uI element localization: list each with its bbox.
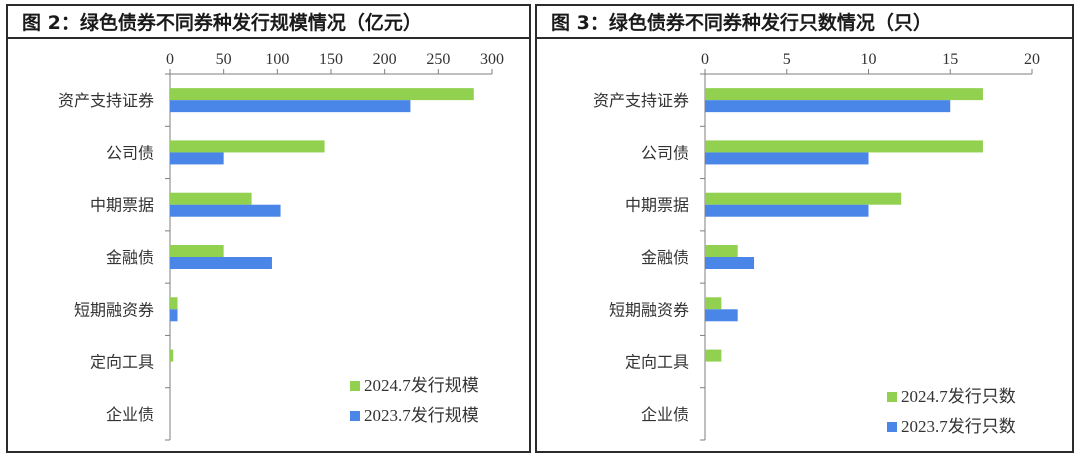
bar-2024	[705, 140, 983, 153]
bar-2024	[170, 140, 325, 153]
category-label: 短期融资券	[74, 300, 154, 319]
category-label: 金融债	[641, 248, 689, 267]
category-label: 金融债	[106, 248, 154, 267]
bar-2023	[705, 152, 869, 165]
bar-2023	[170, 152, 224, 165]
x-tick-label: 0	[166, 51, 174, 68]
bar-2023	[170, 100, 411, 113]
bar-2024	[705, 88, 983, 101]
bar-2024	[170, 88, 474, 101]
x-tick-label: 10	[861, 51, 877, 68]
legend-label: 2024.7发行只数	[901, 387, 1016, 406]
chart-panel-scale: 图 2：绿色债券不同券种发行规模情况（亿元） 0 50 100 150 200 250 30…	[6, 4, 531, 453]
bar-2023	[705, 204, 869, 217]
category-label: 资产支持证券	[58, 91, 154, 110]
x-tick-label: 5	[783, 51, 791, 68]
legend-swatch	[350, 381, 360, 391]
x-tick-label: 200	[373, 51, 397, 68]
legend-label: 2023.7发行规模	[364, 406, 479, 425]
bar-2023	[705, 309, 738, 322]
category-label: 中期票据	[90, 196, 154, 215]
legend-swatch	[350, 411, 360, 421]
category-label: 企业债	[641, 405, 689, 424]
bar-2023	[170, 204, 281, 217]
legend-label: 2023.7发行只数	[901, 417, 1016, 436]
bar-2023	[705, 100, 951, 113]
category-label: 公司债	[106, 143, 154, 162]
bar-chart-scale: 0 50 100 150 200 250 300 资产支持证券公司债中期票据金融债短期融资券定…	[58, 51, 504, 441]
category-label: 定向工具	[90, 353, 154, 372]
chart-panel-count: 图 3：绿色债券不同券种发行只数情况（只） 0 5 10 15 20 资产支持证券公司债中…	[535, 4, 1074, 453]
x-tick-label: 100	[265, 51, 289, 68]
x-tick-label: 15	[942, 51, 958, 68]
bar-2024	[170, 245, 224, 257]
bar-2024	[170, 349, 174, 362]
x-tick-label: 20	[1024, 51, 1040, 68]
x-tick-label: 250	[426, 51, 450, 68]
bar-2023	[705, 257, 755, 269]
bar-2024	[705, 192, 902, 205]
bar-2024	[170, 297, 178, 310]
category-label: 中期票据	[625, 196, 689, 215]
bar-2023	[170, 257, 272, 269]
bar-2024	[705, 245, 738, 257]
bar-2024	[705, 297, 722, 310]
x-tick-label: 50	[216, 51, 232, 68]
legend-swatch	[887, 392, 897, 402]
legend-swatch	[887, 422, 897, 432]
x-tick-label: 150	[319, 51, 343, 68]
x-tick-label: 0	[701, 51, 709, 68]
category-label: 定向工具	[625, 353, 689, 372]
chart-title: 图 3：绿色债券不同券种发行只数情况（只）	[537, 6, 1072, 39]
category-label: 短期融资券	[609, 300, 689, 319]
category-label: 资产支持证券	[593, 91, 689, 110]
category-label: 公司债	[641, 143, 689, 162]
bar-2024	[170, 192, 252, 205]
bar-2023	[170, 309, 178, 322]
chart-title: 图 2：绿色债券不同券种发行规模情况（亿元）	[8, 6, 529, 39]
legend-label: 2024.7发行规模	[364, 376, 479, 395]
x-tick-label: 300	[480, 51, 504, 68]
bar-2024	[705, 349, 722, 362]
category-label: 企业债	[106, 405, 154, 424]
